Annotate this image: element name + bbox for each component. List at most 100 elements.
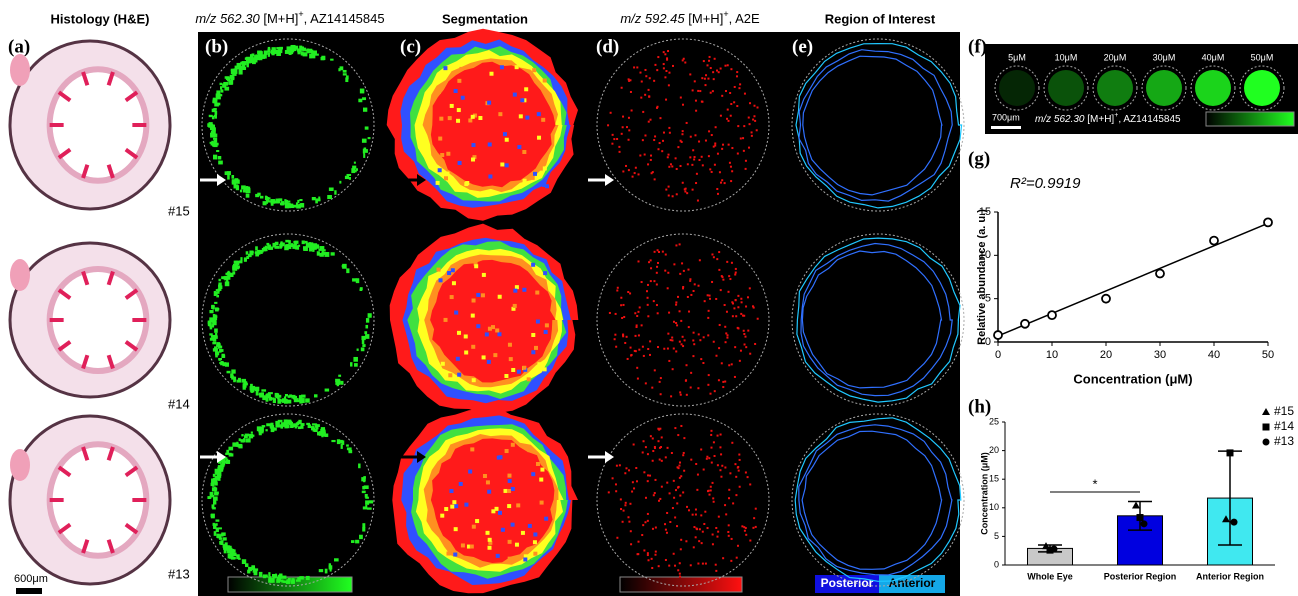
ion-signal: [654, 446, 656, 448]
ion-signal: [268, 53, 270, 57]
ion-signal: [290, 425, 294, 428]
ion-signal: [659, 498, 661, 500]
ion-signal: [321, 252, 325, 255]
segment-speckle: [485, 332, 489, 336]
ion-signal: [361, 347, 365, 351]
ion-signal: [730, 180, 732, 182]
ion-signal: [216, 523, 218, 526]
ion-signal: [645, 75, 647, 77]
ion-signal: [341, 381, 344, 385]
ion-signal: [622, 116, 624, 118]
caption: m/z 562.30 [M+H]+, AZ14145845: [1035, 112, 1181, 125]
ion-signal: [695, 463, 697, 465]
ion-signal: [616, 465, 618, 467]
segment-speckle: [511, 487, 515, 491]
ion-signal: [672, 65, 674, 67]
ion-signal: [273, 398, 276, 403]
ion-signal: [663, 51, 665, 53]
ion-signal: [712, 90, 714, 92]
segment-speckle: [488, 142, 492, 146]
segment-speckle: [476, 293, 480, 297]
ion-signal: [638, 349, 640, 351]
ion-signal: [211, 478, 215, 481]
segment-speckle: [453, 553, 457, 557]
tissue-flap: [10, 449, 30, 481]
ion-signal: [697, 90, 699, 92]
ion-signal: [614, 334, 616, 336]
ion-signal: [654, 492, 656, 494]
ion-signal: [309, 49, 313, 53]
segment-speckle: [464, 182, 468, 186]
ion-signal: [643, 549, 645, 551]
ion-signal: [365, 325, 368, 329]
ion-signal: [715, 564, 717, 566]
ion-signal: [680, 165, 682, 167]
ion-signal: [690, 459, 692, 461]
y-axis-label: Relative abundance (a. u.): [976, 209, 988, 345]
ion-signal: [636, 367, 638, 369]
sample-label: #13: [168, 566, 190, 581]
segment-speckle: [517, 145, 521, 149]
ion-signal: [653, 80, 655, 82]
ion-signal: [705, 563, 707, 565]
segment-speckle: [531, 263, 535, 267]
ion-signal: [754, 343, 756, 345]
segment-speckle: [488, 327, 492, 331]
ion-signal: [653, 280, 655, 282]
ion-signal: [306, 576, 310, 580]
segment-speckle: [537, 136, 541, 140]
panel-title: m/z 592.45 [M+H]+, A2E: [620, 9, 760, 26]
ion-signal: [337, 439, 340, 444]
data-point: [1210, 237, 1218, 245]
segment-speckle: [533, 532, 537, 536]
segment-speckle: [459, 482, 463, 486]
ion-signal: [217, 103, 221, 106]
ion-signal: [691, 164, 693, 166]
ion-signal: [363, 108, 367, 112]
sample-point: [1051, 545, 1058, 552]
segment-speckle: [507, 504, 511, 508]
ion-signal: [616, 290, 618, 292]
ion-signal: [719, 446, 721, 448]
ion-signal: [709, 494, 711, 496]
ion-signal: [718, 269, 720, 271]
ion-signal: [738, 470, 740, 472]
ion-signal: [312, 423, 317, 425]
ion-signal: [751, 131, 753, 133]
calibration-spot: [1244, 70, 1280, 106]
ion-signal: [652, 437, 654, 439]
ion-signal: [259, 432, 262, 435]
ion-signal: [675, 244, 677, 246]
ion-signal: [297, 200, 299, 203]
ion-signal: [740, 313, 742, 315]
ion-signal: [688, 311, 690, 313]
ion-signal: [325, 433, 329, 436]
ion-signal: [222, 363, 225, 366]
segment-speckle: [471, 115, 475, 119]
ion-signal: [737, 306, 739, 308]
ion-signal: [227, 371, 231, 373]
segment-speckle: [527, 448, 531, 452]
ion-signal: [257, 250, 260, 255]
ion-signal: [231, 549, 236, 552]
segment-speckle: [501, 528, 505, 532]
ion-signal: [676, 168, 678, 170]
ion-signal: [682, 491, 684, 493]
ion-signal: [656, 272, 658, 274]
segment-speckle: [523, 557, 527, 561]
segment-speckle: [444, 507, 448, 511]
ion-signal: [647, 513, 649, 515]
ion-signal: [715, 355, 717, 357]
ion-signal: [218, 156, 221, 159]
ion-signal: [687, 296, 689, 298]
ion-signal: [698, 540, 700, 542]
ion-signal: [735, 315, 737, 317]
ion-signal: [212, 507, 216, 509]
ion-signal: [321, 433, 323, 437]
ion-signal: [275, 246, 280, 249]
ion-signal: [251, 431, 253, 433]
ion-signal: [295, 246, 298, 250]
ion-signal: [666, 512, 668, 514]
ion-signal: [648, 261, 650, 263]
segment-speckle: [472, 299, 476, 303]
